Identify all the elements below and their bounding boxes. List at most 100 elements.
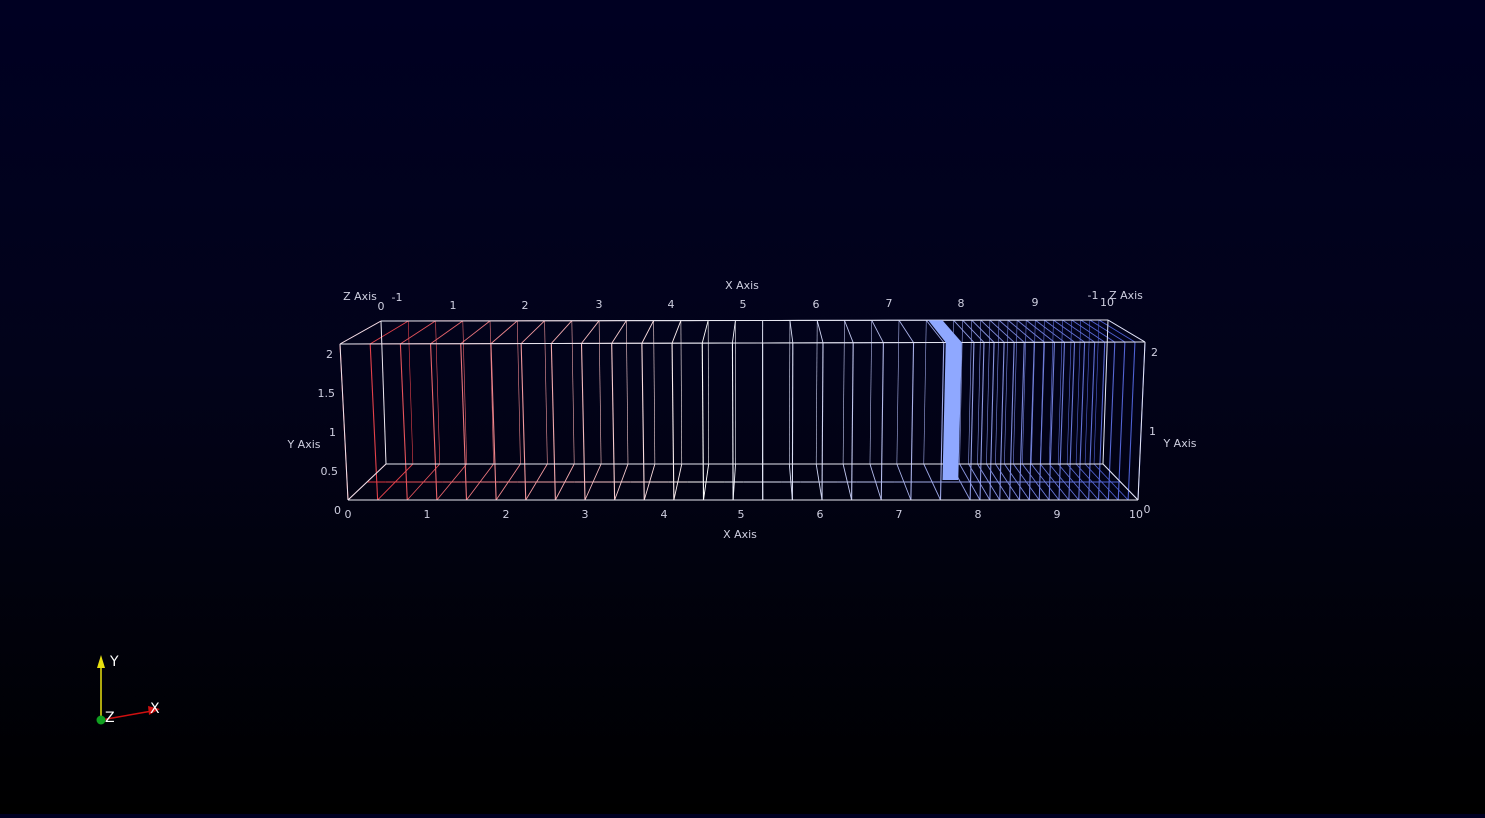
mesh-edge [1128, 342, 1135, 500]
x-tick-bottom: 5 [738, 508, 745, 521]
orientation-z-label: Z [105, 710, 115, 726]
box-edge [1108, 320, 1145, 342]
x-ticks-top: 1 2 3 4 5 6 7 8 9 10 [450, 296, 1115, 312]
mesh-edge [400, 344, 407, 500]
mesh-edge [897, 320, 899, 464]
x-tick-top: 1 [450, 299, 457, 312]
mesh-edge [1004, 320, 1008, 464]
mesh-edge [986, 320, 989, 464]
x-ticks-bottom: 0 1 2 3 4 5 6 7 8 9 10 [345, 508, 1144, 521]
mesh-edge [1040, 320, 1044, 464]
mesh-edge [626, 321, 628, 464]
box-edge [340, 321, 381, 344]
mesh-edge [702, 321, 708, 344]
z-tick-label-right-0: 0 [1144, 503, 1151, 516]
mesh-edge [1039, 342, 1044, 500]
x-tick-bottom: 3 [582, 508, 589, 521]
x-tick-bottom: 9 [1054, 508, 1061, 521]
y-tick-left: 0 [334, 504, 341, 517]
mesh-edge [672, 321, 681, 344]
mesh-edge [822, 343, 823, 500]
mesh-edge [844, 320, 853, 342]
mesh-edge [1094, 320, 1099, 464]
highlight-front-face [943, 342, 962, 480]
mesh-edge [1118, 342, 1125, 500]
mesh-edge [995, 320, 999, 464]
mesh-edge [431, 344, 437, 500]
mesh-edge [990, 320, 1014, 342]
mesh-edge [521, 321, 544, 344]
orientation-y-label: Y [109, 654, 119, 670]
y-tick-left: 1 [329, 426, 336, 439]
x-tick-bottom: 7 [896, 508, 903, 521]
mesh-edge [732, 343, 733, 500]
z-tick-label-left-neg1: -1 [392, 291, 403, 304]
z-tick-label-left-0: 0 [378, 300, 385, 313]
mesh-edge [642, 343, 644, 500]
mesh-edge [654, 321, 655, 464]
y-ticks-left: 0 0.5 1 1.5 2 [318, 348, 342, 517]
mesh-edge [408, 321, 413, 464]
mesh-edge [551, 321, 572, 344]
box-edge [381, 321, 386, 464]
highlighted-slab [928, 320, 962, 480]
mesh-edge [852, 343, 854, 500]
mesh-edge [972, 320, 994, 342]
x-tick-top: 9 [1032, 296, 1039, 309]
y-axis-title-left: Y Axis [286, 438, 320, 451]
mesh-edge [681, 321, 682, 464]
mesh-edge [1072, 320, 1105, 342]
x-tick-bottom: 4 [661, 508, 668, 521]
orientation-y-arrow [97, 655, 105, 668]
y-tick-left: 0.5 [321, 465, 339, 478]
mesh-edge [1081, 320, 1115, 342]
x-tick-top: 2 [522, 299, 529, 312]
x-tick-top: 7 [886, 297, 893, 310]
mesh-edge [461, 321, 490, 344]
mesh-edge [1099, 342, 1105, 500]
mesh-edge [981, 320, 1004, 342]
z-axis-title-left: Z Axis [343, 290, 377, 303]
mesh-edge [872, 320, 884, 342]
mesh-edge [491, 344, 496, 500]
mesh-edge [672, 343, 674, 500]
orientation-axes-widget: Y X Z [97, 654, 161, 726]
mesh-edge [708, 321, 709, 464]
mesh-edge [790, 320, 793, 342]
mesh-edge [990, 342, 994, 500]
x-tick-bottom: 2 [503, 508, 510, 521]
x-tick-bottom: 1 [424, 508, 431, 521]
mesh-edge [1069, 342, 1075, 500]
mesh-edge [572, 321, 574, 464]
z-tick-label-right-neg1: -1 [1088, 289, 1099, 302]
y-axis-title-right: Y Axis [1162, 437, 1196, 450]
mesh-edge [911, 343, 914, 500]
mesh-edge [789, 320, 790, 464]
mesh-edge [1108, 342, 1114, 500]
y-tick-left: 2 [326, 348, 333, 361]
x-tick-bottom: 8 [975, 508, 982, 521]
mesh-edge [732, 321, 735, 344]
x-tick-bottom: 10 [1129, 508, 1143, 521]
x-axis-title-top: X Axis [725, 279, 759, 292]
mesh-edge [612, 321, 627, 344]
mesh-edge [551, 343, 555, 500]
mesh-edge [599, 321, 601, 464]
mesh-edge [924, 320, 927, 464]
x-axis-title-bottom: X Axis [723, 528, 757, 541]
x-tick-top: 4 [668, 298, 675, 311]
mesh-edge [400, 321, 435, 344]
mesh-edge [978, 320, 981, 464]
mesh-edge [1058, 320, 1062, 464]
y-tick-right: 2 [1151, 346, 1158, 359]
mesh-edge [817, 320, 823, 342]
orientation-x-label: X [150, 701, 160, 717]
mesh-edge [881, 343, 883, 500]
x-tick-bottom: 6 [817, 508, 824, 521]
y-tick-right: 1 [1149, 425, 1156, 438]
mesh-edge [582, 321, 600, 344]
x-tick-bottom: 0 [345, 508, 352, 521]
mesh-edge [491, 321, 517, 344]
